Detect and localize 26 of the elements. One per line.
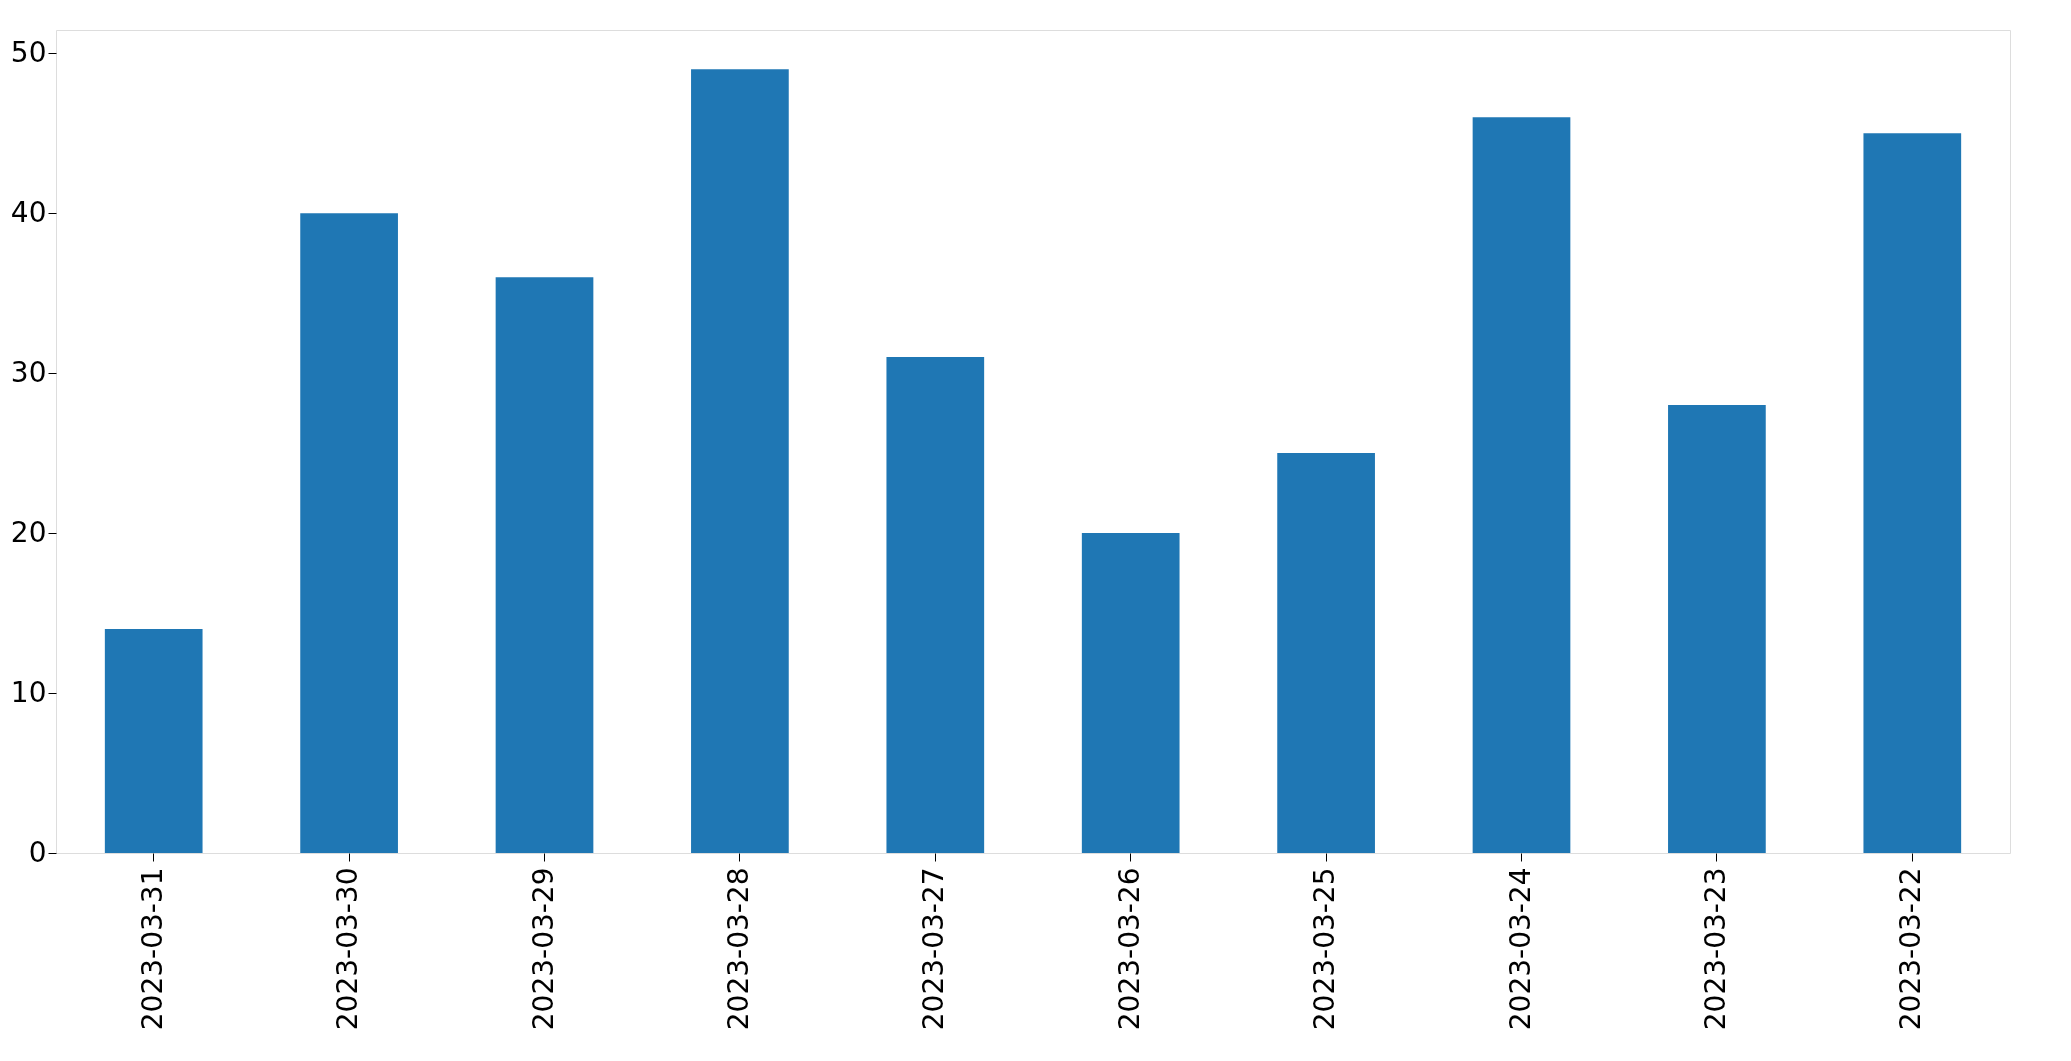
bar xyxy=(691,69,789,853)
y-tick-label: 30 xyxy=(10,355,47,389)
x-tick-label: 2023-03-23 xyxy=(1698,867,1732,1031)
y-tick-label: 10 xyxy=(10,675,47,709)
y-tick-label: 20 xyxy=(10,515,47,549)
x-tick-label: 2023-03-29 xyxy=(526,867,560,1031)
bar xyxy=(495,277,594,853)
bar xyxy=(1472,117,1571,853)
x-tick-label: 2023-03-26 xyxy=(1112,867,1146,1031)
x-tick-label: 2023-03-31 xyxy=(135,867,169,1031)
bar xyxy=(1668,405,1766,853)
bar xyxy=(300,213,398,853)
bar xyxy=(1277,453,1375,853)
bar xyxy=(886,357,985,853)
x-tick-label: 2023-03-28 xyxy=(721,867,755,1031)
x-tick-label: 2023-03-27 xyxy=(917,867,951,1031)
bar xyxy=(104,629,203,853)
y-tick-label: 0 xyxy=(28,835,47,869)
x-tick-label: 2023-03-30 xyxy=(331,867,365,1031)
y-tick-label: 50 xyxy=(10,35,47,69)
bar xyxy=(1863,133,1962,853)
y-tick-label: 40 xyxy=(10,195,47,229)
x-tick-label: 2023-03-25 xyxy=(1308,867,1342,1031)
x-tick-label: 2023-03-24 xyxy=(1503,867,1537,1031)
bar xyxy=(1081,533,1180,853)
x-tick-label: 2023-03-22 xyxy=(1894,867,1928,1031)
